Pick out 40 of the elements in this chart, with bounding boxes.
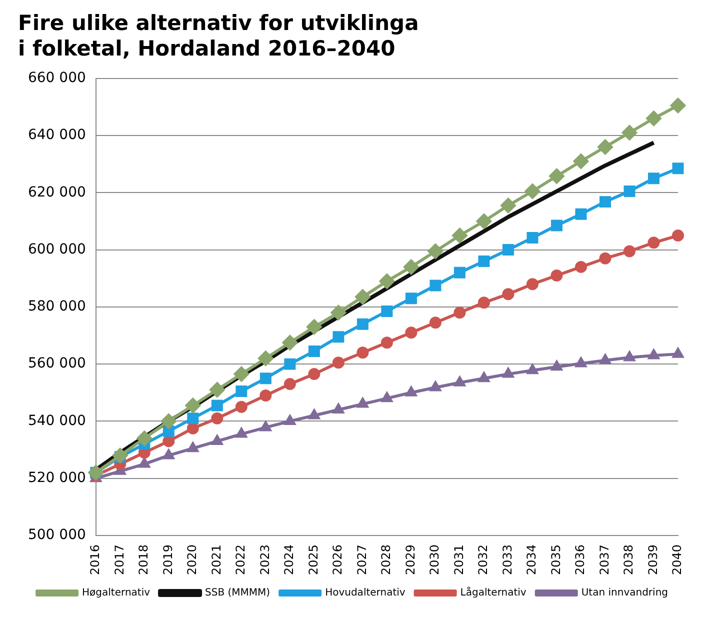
y-tick-label: 620 000 <box>28 184 86 200</box>
x-tick-label: 2033 <box>500 544 514 576</box>
x-tick-label: 2023 <box>258 544 272 576</box>
x-tick-label: 2031 <box>452 544 466 576</box>
legend-label: SSB (MMMM) <box>205 588 270 599</box>
legend-label: Utan innvandring <box>581 588 668 599</box>
x-tick-label: 2038 <box>622 544 636 576</box>
x-tick-label: 2030 <box>428 544 442 576</box>
x-tick-label: 2028 <box>379 544 394 576</box>
y-tick-label: 500 000 <box>28 527 86 544</box>
x-tick-label: 2036 <box>573 544 588 576</box>
x-tick-label: 2021 <box>209 544 224 576</box>
x-tick-label: 2026 <box>330 544 345 576</box>
legend-label: Hovudalternativ <box>325 588 406 599</box>
x-tick-label: 2022 <box>234 544 248 576</box>
legend-label: Lågalternativ <box>460 586 526 599</box>
x-tick-label: 2025 <box>306 544 320 576</box>
x-tick-label: 2039 <box>646 544 660 576</box>
x-tick-label: 2017 <box>112 544 126 576</box>
x-tick-label: 2018 <box>136 544 151 576</box>
x-tick-label: 2016 <box>88 544 102 576</box>
y-tick-label: 600 000 <box>28 241 86 258</box>
x-tick-label: 2035 <box>548 544 563 576</box>
chart-title: Fire ulike alternativ for utviklinga i folketal, Hordaland 2016–2040 <box>18 11 419 60</box>
y-tick-label: 560 000 <box>28 356 86 372</box>
x-tick-label: 2020 <box>185 544 200 576</box>
x-tick-label: 2034 <box>524 544 539 576</box>
x-tick-label: 2040 <box>670 544 684 576</box>
y-tick-label: 640 000 <box>28 127 86 144</box>
y-tick-label: 520 000 <box>28 470 86 486</box>
x-tick-label: 2024 <box>282 544 296 576</box>
x-tick-label: 2029 <box>403 544 418 576</box>
x-tick-label: 2027 <box>354 544 369 576</box>
x-tick-label: 2037 <box>597 544 612 576</box>
x-tick-label: 2032 <box>476 544 490 576</box>
x-tick-label: 2019 <box>160 544 175 576</box>
y-tick-label: 580 000 <box>28 298 86 315</box>
y-tick-label: 540 000 <box>28 412 86 429</box>
legend-label: Høgalternativ <box>82 588 150 599</box>
y-tick-label: 660 000 <box>28 70 86 86</box>
